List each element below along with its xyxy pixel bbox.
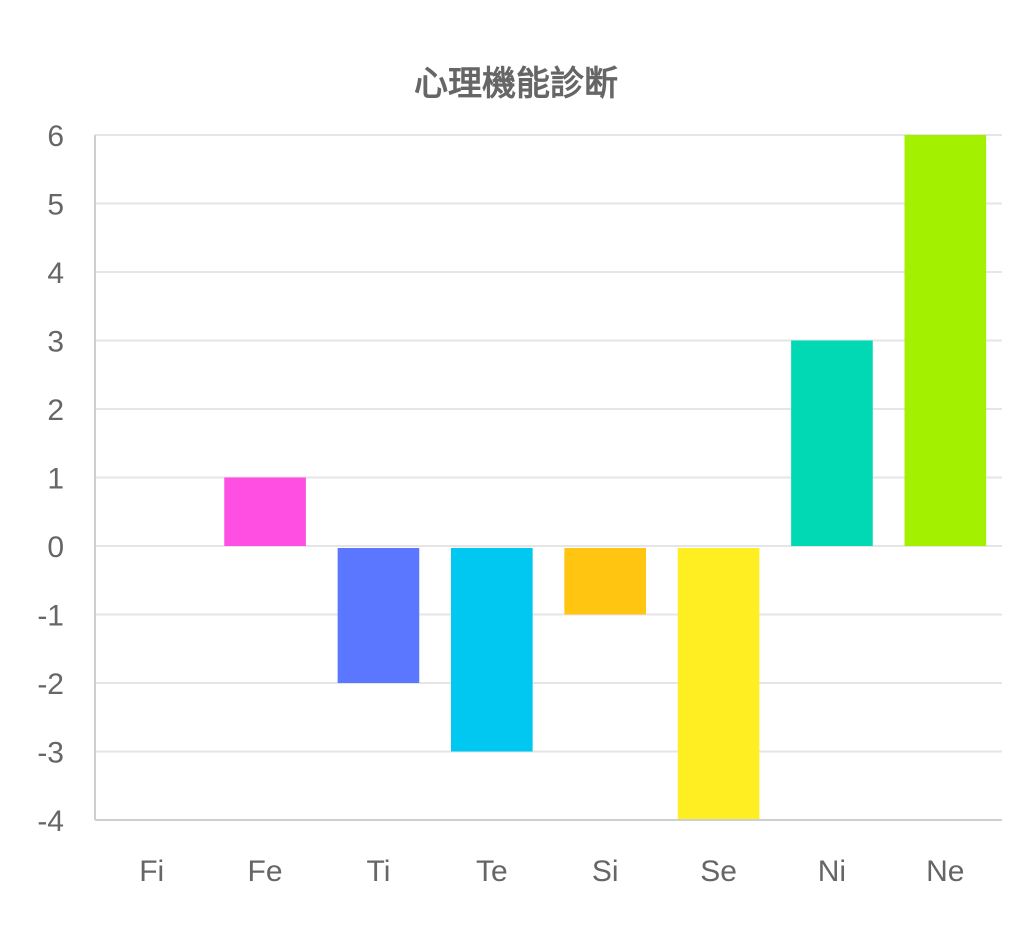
x-tick-label-ti: Ti: [366, 855, 390, 888]
y-tick-label: -3: [37, 737, 64, 770]
y-tick-label: 3: [47, 326, 64, 359]
bar-te: [450, 548, 533, 752]
x-tick-label-fe: Fe: [248, 855, 283, 888]
y-tick-label: 5: [47, 189, 64, 222]
x-tick-label-se: Se: [700, 855, 737, 888]
y-tick-labels: 6 5 4 3 2 1 0 -1 -2 -3 -4: [37, 120, 64, 838]
y-tick-label: -4: [37, 805, 64, 838]
y-tick-label: 0: [47, 531, 64, 564]
y-tick-label: -2: [37, 668, 64, 701]
x-tick-label-te: Te: [476, 855, 508, 888]
y-tick-label: 1: [47, 463, 64, 496]
y-tick-label: 6: [47, 120, 64, 153]
bar-ti: [337, 548, 420, 683]
bar-ne: [904, 135, 987, 546]
y-tick-label: -1: [37, 600, 64, 633]
x-tick-labels: Fi Fe Ti Te Si Se Ni Ne: [139, 855, 964, 888]
bar-se: [677, 548, 760, 820]
x-tick-label-fi: Fi: [139, 855, 164, 888]
y-tick-label: 4: [47, 257, 64, 290]
y-tick-label: 2: [47, 394, 64, 427]
x-tick-label-ni: Ni: [818, 855, 846, 888]
bar-si: [564, 548, 647, 615]
bars: [224, 135, 987, 820]
x-tick-label-ne: Ne: [926, 855, 964, 888]
axes: [94, 135, 1002, 821]
bar-fe: [224, 477, 306, 546]
bar-ni: [791, 340, 873, 546]
x-tick-label-si: Si: [592, 855, 619, 888]
chart-title: 心理機能診断: [414, 64, 618, 104]
